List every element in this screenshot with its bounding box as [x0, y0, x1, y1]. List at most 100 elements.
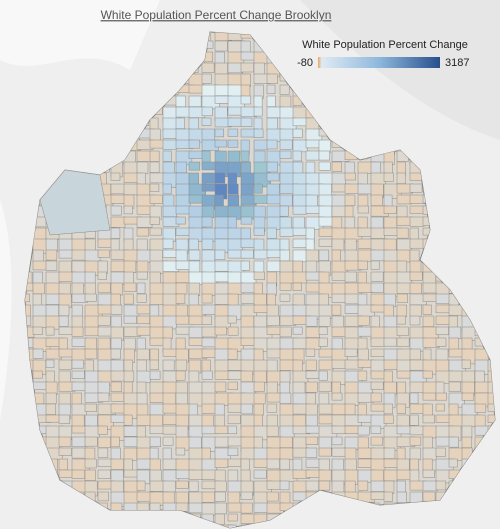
tract[interactable] — [305, 326, 320, 338]
tract[interactable] — [175, 249, 188, 262]
tract[interactable] — [175, 480, 189, 489]
tract[interactable] — [344, 249, 359, 262]
tract[interactable] — [292, 139, 308, 153]
tract[interactable] — [149, 216, 160, 225]
tract[interactable] — [201, 370, 213, 380]
tract[interactable] — [318, 381, 332, 392]
tract[interactable] — [162, 414, 177, 425]
tract[interactable] — [253, 139, 268, 151]
tract[interactable] — [227, 359, 244, 371]
tract[interactable] — [253, 205, 266, 219]
tract[interactable] — [331, 392, 343, 401]
tract[interactable] — [435, 326, 449, 336]
tract[interactable] — [123, 447, 138, 461]
tract[interactable] — [240, 73, 252, 87]
tract[interactable] — [409, 183, 423, 193]
tract[interactable] — [136, 271, 148, 280]
tract[interactable] — [409, 414, 419, 426]
tract[interactable] — [357, 458, 373, 468]
tract[interactable] — [396, 359, 412, 373]
tract[interactable] — [227, 326, 239, 336]
tract[interactable] — [344, 458, 357, 472]
tract[interactable] — [279, 480, 290, 491]
tract[interactable] — [136, 326, 151, 336]
tract[interactable] — [45, 260, 58, 271]
tract[interactable] — [162, 348, 178, 357]
tract[interactable] — [162, 238, 174, 249]
tract[interactable] — [279, 293, 291, 302]
tract[interactable] — [448, 381, 461, 392]
tract[interactable] — [279, 84, 290, 95]
tract[interactable] — [396, 238, 412, 251]
tract[interactable] — [201, 315, 212, 325]
tract[interactable] — [45, 414, 61, 423]
tract[interactable] — [214, 128, 225, 138]
tract[interactable] — [266, 238, 281, 252]
tract[interactable] — [318, 249, 330, 261]
tract[interactable] — [32, 282, 45, 295]
tract[interactable] — [149, 293, 164, 305]
tract[interactable] — [214, 249, 226, 260]
tract[interactable] — [318, 447, 332, 457]
tract[interactable] — [175, 370, 186, 381]
tract[interactable] — [435, 337, 447, 347]
tract[interactable] — [162, 293, 179, 307]
tract[interactable] — [201, 238, 214, 250]
tract[interactable] — [396, 304, 408, 318]
tract[interactable] — [201, 447, 211, 461]
tract[interactable] — [279, 249, 290, 262]
tract[interactable] — [383, 205, 397, 214]
tract[interactable] — [279, 128, 294, 141]
tract[interactable] — [201, 62, 215, 73]
tract[interactable] — [461, 370, 475, 384]
tract[interactable] — [201, 392, 218, 405]
tract[interactable] — [227, 458, 242, 467]
tract[interactable] — [149, 161, 160, 173]
tract[interactable] — [253, 62, 265, 76]
tract[interactable] — [110, 205, 122, 216]
tract[interactable] — [188, 95, 202, 108]
tract[interactable] — [383, 172, 394, 182]
tract[interactable] — [474, 370, 485, 384]
tract[interactable] — [175, 403, 191, 416]
tract[interactable] — [331, 238, 345, 251]
tract[interactable] — [370, 436, 384, 446]
tract[interactable] — [188, 370, 200, 384]
tract[interactable] — [149, 249, 163, 263]
tract[interactable] — [149, 370, 161, 380]
tract[interactable] — [422, 370, 433, 379]
tract[interactable] — [214, 62, 228, 75]
tract[interactable] — [279, 227, 294, 237]
tract[interactable] — [227, 348, 238, 360]
tract[interactable] — [370, 161, 381, 175]
tract[interactable] — [149, 150, 160, 162]
tract[interactable] — [448, 447, 463, 461]
tract[interactable] — [136, 227, 150, 237]
tract[interactable] — [110, 282, 123, 296]
tract[interactable] — [448, 458, 458, 468]
tract[interactable] — [214, 425, 229, 434]
tract[interactable] — [292, 161, 304, 174]
tract[interactable] — [253, 249, 269, 260]
tract[interactable] — [448, 436, 459, 448]
tract[interactable] — [266, 260, 281, 272]
tract[interactable] — [149, 271, 161, 284]
tract[interactable] — [448, 326, 462, 339]
tract[interactable] — [227, 524, 237, 529]
tract[interactable] — [84, 326, 99, 337]
tract[interactable] — [344, 271, 357, 283]
tract[interactable] — [58, 414, 71, 424]
tract[interactable] — [201, 183, 216, 192]
tract[interactable] — [409, 436, 422, 446]
tract[interactable] — [136, 304, 151, 315]
tract[interactable] — [240, 403, 254, 415]
tract[interactable] — [188, 436, 202, 449]
tract[interactable] — [227, 414, 241, 425]
tract[interactable] — [149, 425, 164, 435]
tract[interactable] — [175, 447, 186, 456]
tract[interactable] — [357, 480, 369, 491]
tract[interactable] — [201, 271, 217, 285]
tract[interactable] — [253, 381, 265, 392]
tract[interactable] — [279, 436, 293, 449]
tract[interactable] — [266, 282, 277, 296]
